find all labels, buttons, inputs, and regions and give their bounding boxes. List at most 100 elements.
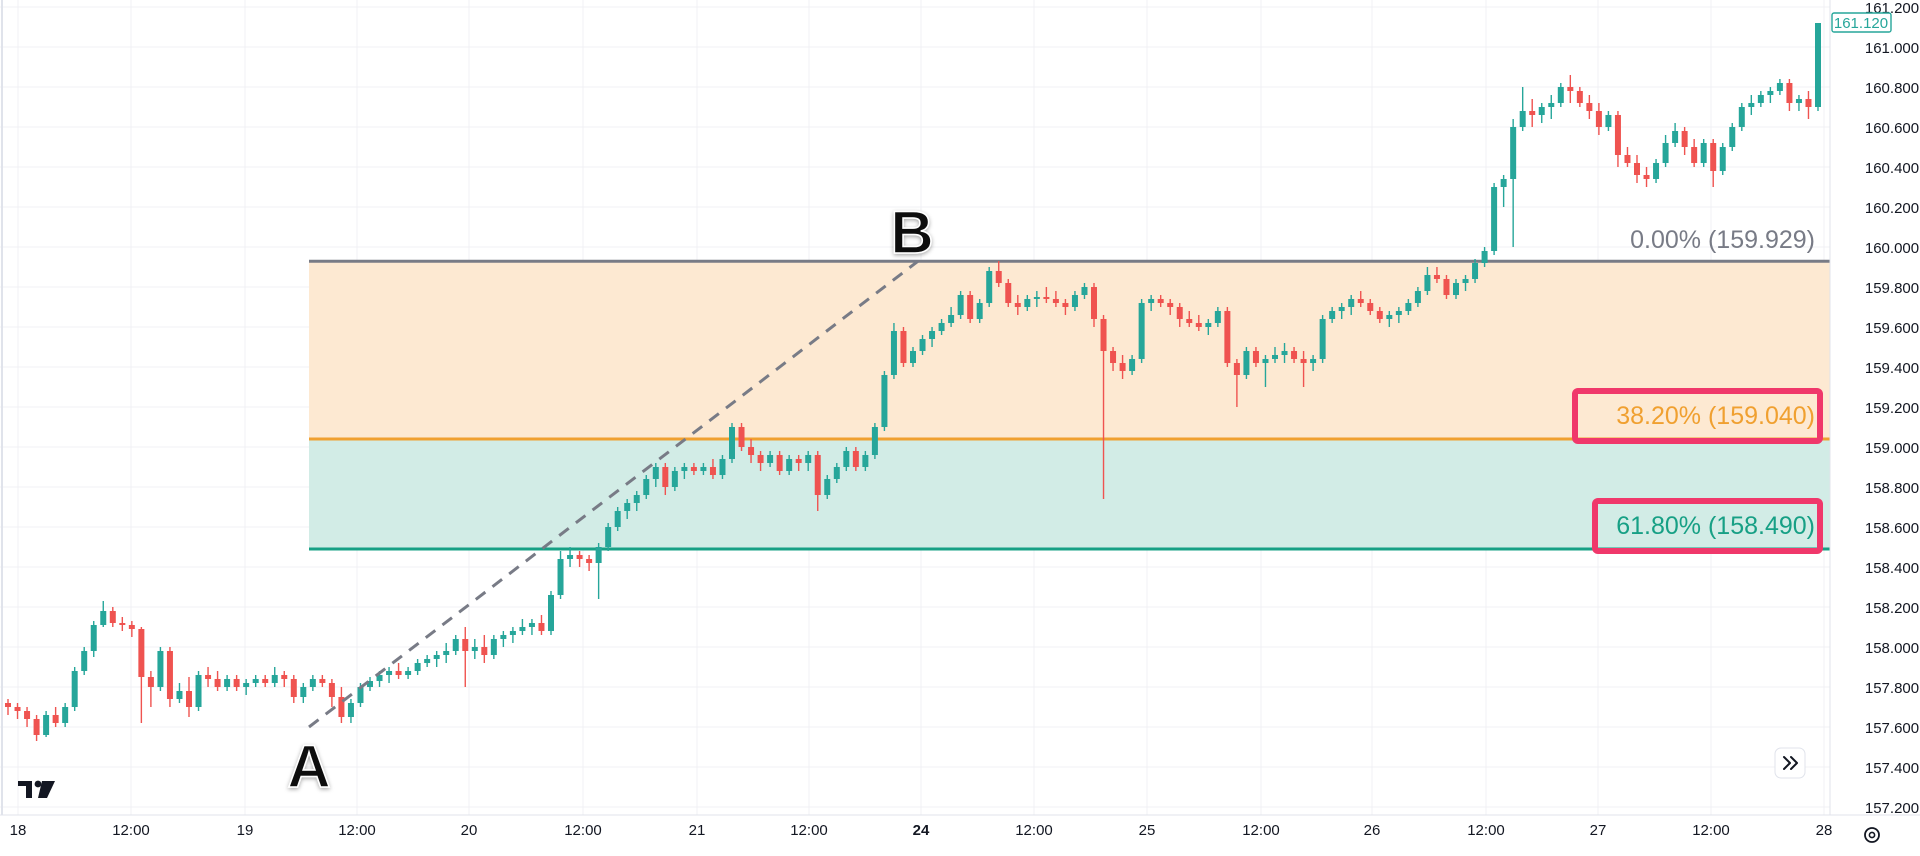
candle (1272, 347, 1278, 363)
candle-body (1357, 299, 1364, 303)
candle (1014, 295, 1021, 315)
candle (1357, 291, 1364, 307)
candle-body (443, 651, 450, 655)
candle-body (1815, 23, 1821, 107)
candle (1634, 155, 1640, 183)
candle-body (900, 331, 907, 363)
time-tick-label: 24 (913, 822, 930, 839)
candle (805, 451, 812, 471)
candle (147, 671, 154, 707)
candle-body (1414, 291, 1421, 303)
candle (986, 267, 993, 307)
candle (205, 667, 212, 687)
candle-body (1091, 287, 1097, 319)
candle-body (252, 679, 259, 683)
candle (386, 667, 393, 683)
candle-body (1691, 147, 1698, 163)
candle (81, 647, 88, 675)
candle (1500, 175, 1507, 207)
candle-body (671, 471, 678, 487)
candle (1091, 283, 1097, 327)
candle-body (748, 447, 755, 455)
point-b-label: B (890, 199, 933, 266)
candle (1453, 279, 1459, 299)
candle (24, 707, 31, 727)
fib-trendline[interactable] (308, 260, 919, 729)
candle (300, 683, 307, 703)
scroll-to-realtime-button[interactable] (1774, 747, 1806, 779)
candle-body (1795, 99, 1802, 103)
gear-hub (1868, 831, 1876, 839)
candle-body (1281, 351, 1288, 355)
candle (43, 711, 50, 737)
candle (1433, 267, 1440, 283)
fib-zone (309, 261, 1830, 439)
fib-level-label: 38.20% (159.040) (1616, 402, 1815, 430)
candle (938, 319, 945, 335)
candle-body (176, 691, 183, 699)
candle-body (490, 639, 497, 655)
candle (395, 663, 402, 679)
candle-body (957, 295, 964, 315)
price-tick-label: 157.600 (1865, 720, 1919, 737)
candle-body (405, 671, 412, 675)
price-tick-label: 158.600 (1865, 520, 1919, 537)
candle-body (1424, 275, 1431, 291)
candle (948, 307, 955, 327)
candle-body (1129, 359, 1136, 371)
candle-body (843, 451, 850, 467)
candle (62, 703, 69, 727)
candles (5, 23, 1821, 741)
candle (1757, 91, 1764, 107)
candle-body (1462, 279, 1469, 283)
candle (1405, 299, 1412, 315)
candle-body (786, 459, 793, 471)
candle-body (767, 455, 774, 463)
candle-body (833, 467, 840, 479)
candle (1024, 295, 1031, 311)
settings-gear-icon[interactable] (1864, 827, 1880, 843)
logo-part (18, 781, 32, 798)
candle-body (1310, 359, 1317, 363)
candle-body (1672, 131, 1679, 143)
candle (452, 635, 459, 655)
candle (1157, 295, 1164, 307)
candle (652, 463, 659, 487)
candle-body (309, 679, 316, 687)
candle (1052, 291, 1059, 307)
candle (1224, 307, 1231, 367)
candle (576, 551, 583, 567)
candle (1662, 135, 1669, 167)
candle-body (1700, 143, 1707, 163)
candle-body (1776, 83, 1783, 91)
candle-body (567, 555, 574, 559)
logo-part (38, 781, 55, 798)
candle-body (1071, 295, 1078, 307)
chart-widgets[interactable] (18, 747, 1880, 843)
candle-body (986, 271, 993, 303)
candle-body (1262, 359, 1269, 363)
candle-body (871, 427, 878, 455)
candle (33, 715, 40, 741)
candle-body (776, 455, 783, 471)
candle-body (1595, 111, 1602, 127)
candle (138, 627, 145, 723)
candle (1586, 95, 1593, 119)
gear-ring (1864, 827, 1880, 843)
candle (1443, 275, 1450, 299)
price-tick-label: 158.000 (1865, 640, 1919, 657)
price-tick-label: 157.800 (1865, 680, 1919, 697)
candle-body (1148, 299, 1155, 303)
candle-body (1472, 263, 1479, 279)
candle-body (1376, 311, 1383, 319)
candle-body (1738, 107, 1745, 127)
candle-body (1453, 283, 1459, 295)
candle-body (643, 479, 650, 495)
candle-body (24, 711, 31, 719)
candle (1376, 307, 1383, 323)
candle-body (910, 351, 916, 363)
candle (671, 467, 678, 491)
candle (490, 635, 497, 659)
price-tick-label: 158.800 (1865, 480, 1919, 497)
